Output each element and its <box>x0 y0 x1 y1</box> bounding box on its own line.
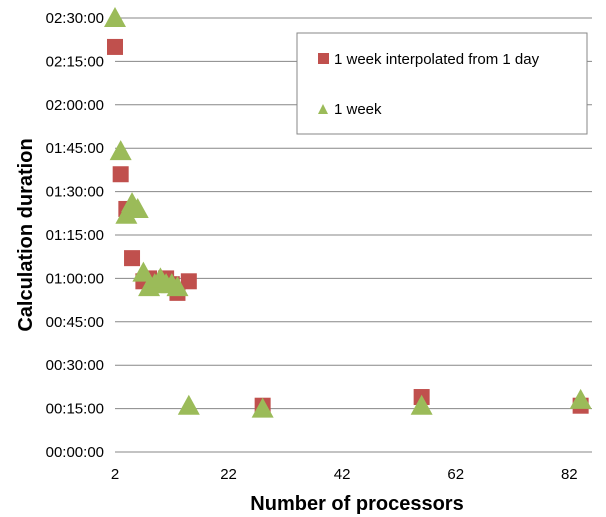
y-tick-label: 01:45:00 <box>46 140 104 157</box>
y-axis-tick-labels: 00:00:00 00:15:00 00:30:00 00:45:00 01:00:00… <box>46 10 104 461</box>
legend-triangle-marker <box>318 104 328 114</box>
legend-box <box>296 32 588 135</box>
y-tick-label: 00:00:00 <box>46 444 104 461</box>
x-tick-label: 42 <box>334 466 351 483</box>
y-tick-label: 01:30:00 <box>46 184 104 201</box>
triangle-data-point <box>126 197 149 218</box>
square-data-point <box>112 166 129 183</box>
triangle-data-point <box>569 388 592 409</box>
triangle-data-point <box>109 140 132 161</box>
x-axis-tick-labels: 2 22 42 62 82 <box>111 466 578 483</box>
triangle-data-point <box>251 397 274 418</box>
x-tick-label: 82 <box>561 466 578 483</box>
gridlines <box>115 17 592 410</box>
y-tick-label: 01:00:00 <box>46 270 104 287</box>
y-tick-label: 02:15:00 <box>46 53 104 70</box>
triangle-data-point <box>115 203 138 224</box>
y-tick-label: 00:45:00 <box>46 314 104 331</box>
y-tick-label: 00:15:00 <box>46 401 104 418</box>
y-tick-label: 01:15:00 <box>46 227 104 244</box>
y-tick-label: 02:00:00 <box>46 97 104 114</box>
y-tick-label: 02:30:00 <box>46 10 104 27</box>
x-axis-title: Number of processors <box>250 493 463 515</box>
square-data-point <box>180 273 197 290</box>
x-tick-label: 62 <box>447 466 464 483</box>
square-data-point <box>124 250 141 267</box>
triangle-data-point <box>166 276 189 297</box>
legend-label-interpolated: 1 week interpolated from 1 day <box>334 51 540 68</box>
y-tick-label: 00:30:00 <box>46 357 104 374</box>
triangle-data-point <box>104 7 126 27</box>
data-points <box>104 7 592 418</box>
triangle-data-point <box>410 394 433 415</box>
x-tick-label: 22 <box>220 466 237 483</box>
triangle-data-point <box>177 394 200 415</box>
legend: 1 week interpolated from 1 day 1 week <box>296 32 588 135</box>
y-axis-title: Calculation duration <box>15 138 37 331</box>
legend-label-1-week: 1 week <box>334 101 382 118</box>
x-tick-label: 2 <box>111 466 119 483</box>
legend-square-marker <box>318 53 329 64</box>
square-data-point <box>107 38 123 55</box>
